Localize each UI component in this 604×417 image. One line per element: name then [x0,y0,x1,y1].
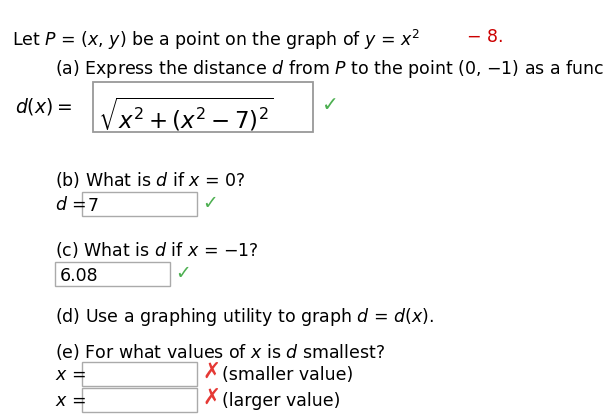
Text: ✗: ✗ [202,388,220,408]
Text: (larger value): (larger value) [222,392,341,410]
Text: (c) What is $d$ if $x$ = $-$1?: (c) What is $d$ if $x$ = $-$1? [55,240,259,260]
Text: ✗: ✗ [202,362,220,382]
Text: (b) What is $d$ if $x$ = 0?: (b) What is $d$ if $x$ = 0? [55,170,246,190]
Text: (e) For what values of $x$ is $d$ smallest?: (e) For what values of $x$ is $d$ smalle… [55,342,385,362]
Text: $d(x) =$: $d(x) =$ [15,96,72,117]
Bar [82,388,197,412]
Text: 6.08: 6.08 [60,267,98,285]
Text: ✓: ✓ [322,96,339,115]
Text: $-$ 8.: $-$ 8. [466,28,503,46]
Text: (smaller value): (smaller value) [222,366,353,384]
Text: $\sqrt{x^2 + \left(x^2 - 7\right)^2}$: $\sqrt{x^2 + \left(x^2 - 7\right)^2}$ [98,96,274,133]
Bar [93,82,313,132]
Bar [55,262,170,286]
Bar [82,192,197,216]
Text: (a) Express the distance $d$ from $P$ to the point (0, $-$1) as a function of $x: (a) Express the distance $d$ from $P$ to… [55,58,604,80]
Text: (d) Use a graphing utility to graph $d$ = $d$($x$).: (d) Use a graphing utility to graph $d$ … [55,306,434,328]
Text: ✓: ✓ [175,264,191,283]
Text: ✓: ✓ [202,194,218,213]
Text: $x$ =: $x$ = [55,392,86,410]
Text: $x$ =: $x$ = [55,366,86,384]
Text: 7: 7 [88,197,99,215]
Text: $d$ =: $d$ = [55,196,86,214]
Text: Let $P$ = ($x$, $y$) be a point on the graph of $y$ = $x^2$: Let $P$ = ($x$, $y$) be a point on the g… [12,28,420,52]
Bar [82,362,197,386]
